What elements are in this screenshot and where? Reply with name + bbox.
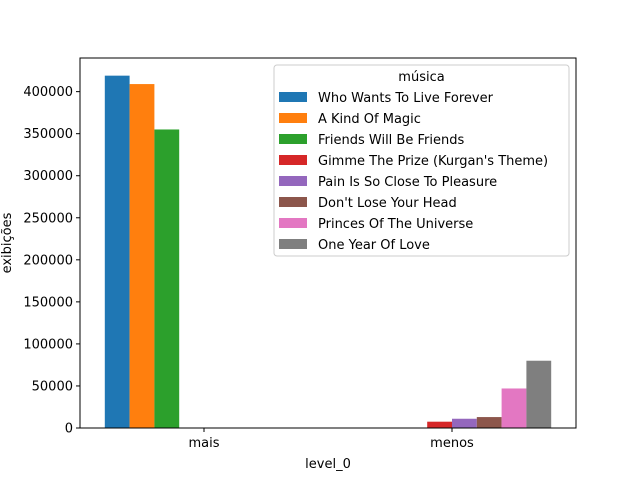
- x-tick-label: menos: [430, 436, 474, 451]
- bar: [427, 421, 452, 428]
- legend-entry: Gimme The Prize (Kurgan's Theme): [318, 154, 548, 169]
- legend-swatch: [279, 176, 307, 186]
- y-tick-label: 350000: [23, 127, 73, 142]
- y-tick-label: 0: [65, 422, 73, 437]
- legend-swatch: [279, 113, 307, 123]
- legend-entry: Who Wants To Live Forever: [318, 91, 494, 106]
- legend-swatch: [279, 197, 307, 207]
- axes-group: 0 50000 100000 150000 200000 250000 300000 3500…: [23, 57, 577, 451]
- y-tick-label: 150000: [23, 295, 73, 310]
- legend-entry: Princes Of The Universe: [318, 217, 473, 232]
- x-axis-label: level_0: [305, 457, 351, 472]
- y-tick-label: 400000: [23, 85, 73, 100]
- bars-group: [104, 75, 552, 429]
- y-tick-label: 100000: [23, 337, 73, 352]
- x-tick-label: mais: [188, 436, 219, 451]
- bar: [104, 75, 130, 428]
- legend-entry: Don't Lose Your Head: [318, 196, 457, 211]
- legend-entry: Pain Is So Close To Pleasure: [318, 175, 497, 190]
- legend-swatch: [279, 155, 307, 165]
- legend-swatch: [279, 218, 307, 228]
- bar: [501, 388, 527, 428]
- legend-entry: Friends Will Be Friends: [318, 133, 464, 148]
- bar: [154, 129, 180, 428]
- legend: música Who Wants To Live Forever A Kind Of…: [273, 64, 570, 257]
- y-tick-label: 200000: [23, 253, 73, 268]
- y-tick-label: 300000: [23, 169, 73, 184]
- y-axis-label: exibições: [0, 212, 15, 273]
- legend-swatch: [279, 239, 307, 249]
- plot-frame: [79, 57, 577, 429]
- y-tick-label: 50000: [32, 379, 73, 394]
- legend-swatch: [279, 92, 307, 102]
- bar: [526, 360, 552, 428]
- bar: [476, 417, 502, 428]
- legend-entry: A Kind Of Magic: [318, 112, 421, 127]
- legend-box: [273, 64, 570, 257]
- y-tick-label: 250000: [23, 211, 73, 226]
- bar: [129, 84, 155, 429]
- legend-title: música: [398, 70, 444, 85]
- legend-entry: One Year Of Love: [318, 238, 430, 253]
- legend-swatch: [279, 134, 307, 144]
- bar: [452, 418, 477, 428]
